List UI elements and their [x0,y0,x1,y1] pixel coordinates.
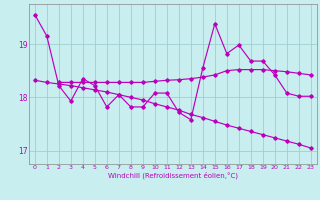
X-axis label: Windchill (Refroidissement éolien,°C): Windchill (Refroidissement éolien,°C) [108,172,238,179]
